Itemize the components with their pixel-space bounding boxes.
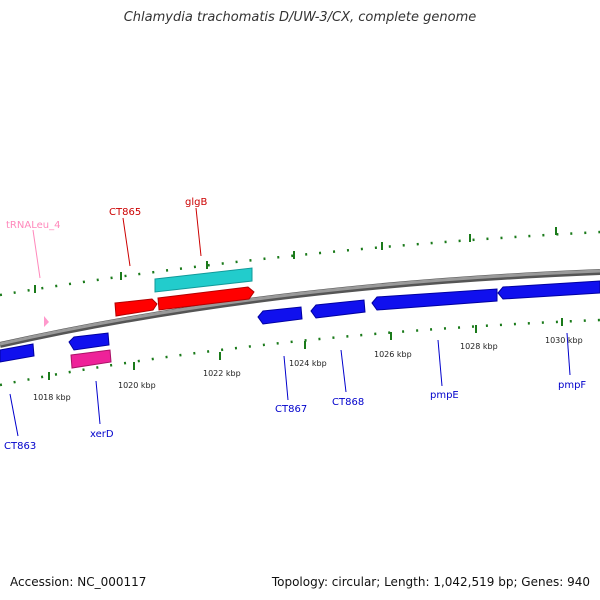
tick-label: 1028 kbp	[460, 342, 498, 351]
leader-line-ct863	[9, 393, 19, 437]
gene-feature-glgb[interactable]	[157, 286, 255, 311]
gene-label-glgb[interactable]: glgB	[185, 197, 207, 208]
trna-feature-leu4[interactable]	[44, 316, 49, 327]
leader-line-xerd	[95, 380, 101, 425]
map-title: Chlamydia trachomatis D/UW-3/CX, complet…	[123, 10, 477, 25]
label-leader-lines	[9, 207, 571, 437]
gene-label-ct865[interactable]: CT865	[109, 207, 141, 218]
tick-label: 1022 kbp	[203, 369, 241, 378]
gene-label-ct867[interactable]: CT867	[275, 404, 307, 415]
gene-label-ct868[interactable]: CT868	[332, 397, 364, 408]
tick-label: 1018 kbp	[33, 393, 71, 402]
gene-label-trnaleu4[interactable]: tRNALeu_4	[6, 220, 60, 231]
gene-feature-pmpe[interactable]	[371, 288, 498, 311]
tick-label: 1026 kbp	[374, 350, 412, 359]
leader-line-pmpf	[566, 332, 571, 376]
tick-label: 1024 kbp	[289, 359, 327, 368]
gene-feature-ct867[interactable]	[257, 306, 303, 325]
gene-label-ct863[interactable]: CT863	[4, 441, 36, 452]
leader-line-ct868	[340, 349, 347, 393]
gene-label-pmpf[interactable]: pmpF	[558, 380, 586, 391]
forward-tick-track	[0, 230, 600, 297]
leader-line-ct867	[283, 355, 289, 401]
gene-feature-ct865[interactable]	[114, 298, 158, 317]
tick-label: 1020 kbp	[118, 381, 156, 390]
gene-feature-ct868[interactable]	[310, 299, 366, 319]
leader-line-trnaleu4	[32, 229, 41, 279]
upper-major-ticks	[34, 227, 557, 293]
gene-label-pmpe[interactable]: pmpE	[430, 390, 459, 401]
gene-feature-pmpf[interactable]	[497, 280, 600, 300]
gene-feature-cyan[interactable]	[154, 267, 253, 293]
leader-line-ct865	[122, 217, 131, 267]
gene-label-xerd[interactable]: xerD	[90, 429, 114, 440]
accession-text: Accession: NC_000117	[10, 575, 147, 589]
tick-label: 1030 kbp	[545, 336, 583, 345]
genome-summary-text: Topology: circular; Length: 1,042,519 bp…	[271, 575, 590, 589]
gene-feature-xerd[interactable]	[68, 332, 110, 351]
major-ticks	[48, 318, 563, 380]
genome-backbone	[0, 269, 600, 346]
leader-line-pmpe	[437, 339, 443, 387]
gene-feature-ct863[interactable]	[0, 343, 35, 363]
leader-line-glgb	[195, 207, 202, 257]
gene-feature-pink[interactable]	[70, 349, 112, 369]
